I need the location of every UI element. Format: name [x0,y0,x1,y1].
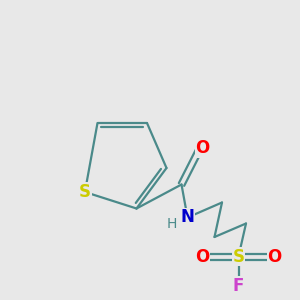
Text: N: N [181,208,194,226]
Text: O: O [195,248,210,266]
Text: O: O [195,139,210,157]
Text: H: H [167,217,177,231]
Text: O: O [267,248,282,266]
Text: F: F [233,277,244,295]
Text: S: S [79,183,91,201]
Text: S: S [232,248,244,266]
